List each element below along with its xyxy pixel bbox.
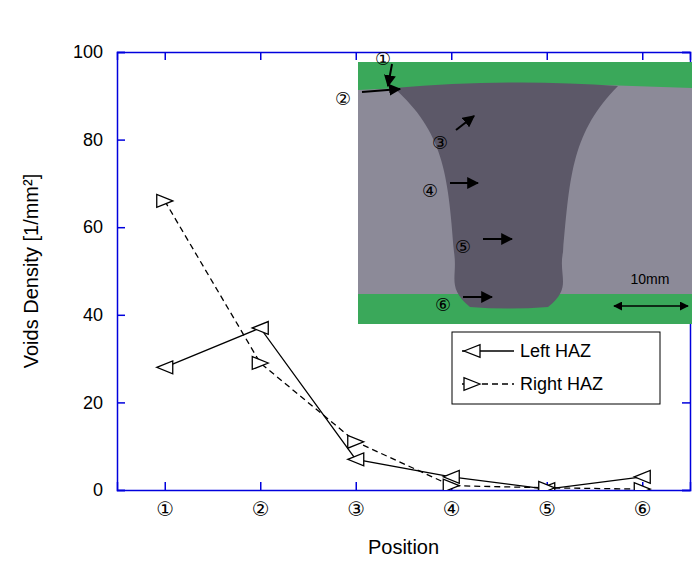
- tick: 0: [93, 480, 125, 500]
- tick: [547, 52, 548, 60]
- scale-bar: [614, 305, 688, 307]
- tick-mark: [260, 52, 262, 60]
- tick: [682, 490, 690, 491]
- chart: ① ② ③ ④ ⑤ ⑥ 0 20 40 60 80 100 Position Voids Density …: [0, 0, 696, 564]
- tick: ⑥: [634, 482, 652, 520]
- inset-arrow: [362, 89, 400, 92]
- tick-mark: [165, 52, 167, 60]
- x-axis-top: [118, 52, 691, 60]
- tick-mark: [682, 52, 690, 54]
- tick: 40: [83, 305, 125, 325]
- marker: [252, 357, 268, 370]
- inset-background: [358, 62, 692, 324]
- marker: [348, 435, 364, 448]
- marker: [634, 483, 650, 490]
- marker: [252, 322, 268, 335]
- tick-mark: [117, 490, 125, 492]
- tick: [165, 52, 166, 60]
- tick-mark: [117, 315, 125, 317]
- tick-label: ④: [443, 498, 461, 520]
- series-line: [165, 328, 643, 489]
- scale-bar-label: 10mm: [631, 271, 670, 287]
- tick-mark: [260, 482, 262, 490]
- tick: ⑤: [538, 482, 556, 520]
- legend: Left HAZ Right HAZ: [452, 332, 660, 404]
- marker: [348, 453, 364, 466]
- tick: ②: [252, 482, 270, 520]
- marker: [443, 479, 459, 490]
- axis-line: [118, 53, 691, 61]
- tick-mark: [117, 52, 125, 54]
- x-axis: ① ② ③ ④ ⑤ ⑥: [118, 482, 691, 520]
- inset-label: ②: [335, 89, 351, 109]
- tick-mark: [547, 52, 549, 60]
- tick: 80: [83, 130, 125, 150]
- marker: [157, 195, 173, 208]
- tick-label: ③: [347, 498, 365, 520]
- tick-label: 60: [83, 217, 103, 237]
- tick: [451, 52, 452, 60]
- inset: ① ② ③ ④ ⑤ ⑥ 10mm: [335, 49, 692, 324]
- inset-arrow: [450, 182, 478, 184]
- tick: ③: [347, 482, 365, 520]
- inset-arrow: [456, 116, 474, 130]
- tick-mark: [682, 402, 690, 404]
- inset-arrow: [463, 296, 492, 298]
- marker: [157, 361, 173, 374]
- tick-mark: [117, 227, 125, 229]
- tick-label: ⑥: [634, 498, 652, 520]
- legend-box: [452, 332, 660, 404]
- tick-mark: [356, 52, 358, 60]
- tick-label: 100: [73, 42, 103, 62]
- tick: ①: [156, 482, 174, 520]
- inset-label: ④: [422, 181, 438, 201]
- marker: [634, 470, 650, 483]
- y-axis-title: Voids Density [1/mm²]: [20, 174, 42, 369]
- legend-label: Right HAZ: [520, 374, 603, 394]
- tick: [260, 52, 261, 60]
- tick-label: ②: [252, 498, 270, 520]
- inset-label: ⑤: [455, 237, 471, 257]
- x-axis-title: Position: [368, 536, 439, 558]
- tick-label: 80: [83, 130, 103, 150]
- tick: 100: [73, 42, 125, 62]
- tick: 60: [83, 217, 125, 237]
- legend-label: Left HAZ: [520, 341, 591, 361]
- inset-arrow: [483, 238, 512, 240]
- tick-label: 40: [83, 305, 103, 325]
- axis-line: [118, 53, 126, 491]
- tick-mark: [356, 482, 358, 490]
- tick: [682, 402, 690, 403]
- marker: [539, 481, 555, 490]
- tick: 20: [83, 393, 125, 413]
- tick-label: 0: [93, 480, 103, 500]
- tick: [642, 52, 643, 60]
- tick-mark: [451, 52, 453, 60]
- y-axis: 0 20 40 60 80 100: [73, 42, 125, 500]
- tick-label: ⑤: [538, 498, 556, 520]
- legend-marker: [464, 378, 480, 391]
- tick-mark: [165, 482, 167, 490]
- tick-mark: [117, 139, 125, 141]
- tick: [682, 52, 690, 53]
- legend-marker: [464, 345, 480, 358]
- inset-label: ①: [375, 49, 391, 69]
- inset-weld: [394, 82, 618, 308]
- tick-label: ①: [156, 498, 174, 520]
- tick: [356, 52, 357, 60]
- tick-mark: [642, 52, 644, 60]
- tick-mark: [117, 402, 125, 404]
- inset-label: ⑥: [435, 295, 451, 315]
- tick-mark: [682, 490, 690, 492]
- inset-label: ③: [432, 133, 448, 153]
- tick-label: 20: [83, 393, 103, 413]
